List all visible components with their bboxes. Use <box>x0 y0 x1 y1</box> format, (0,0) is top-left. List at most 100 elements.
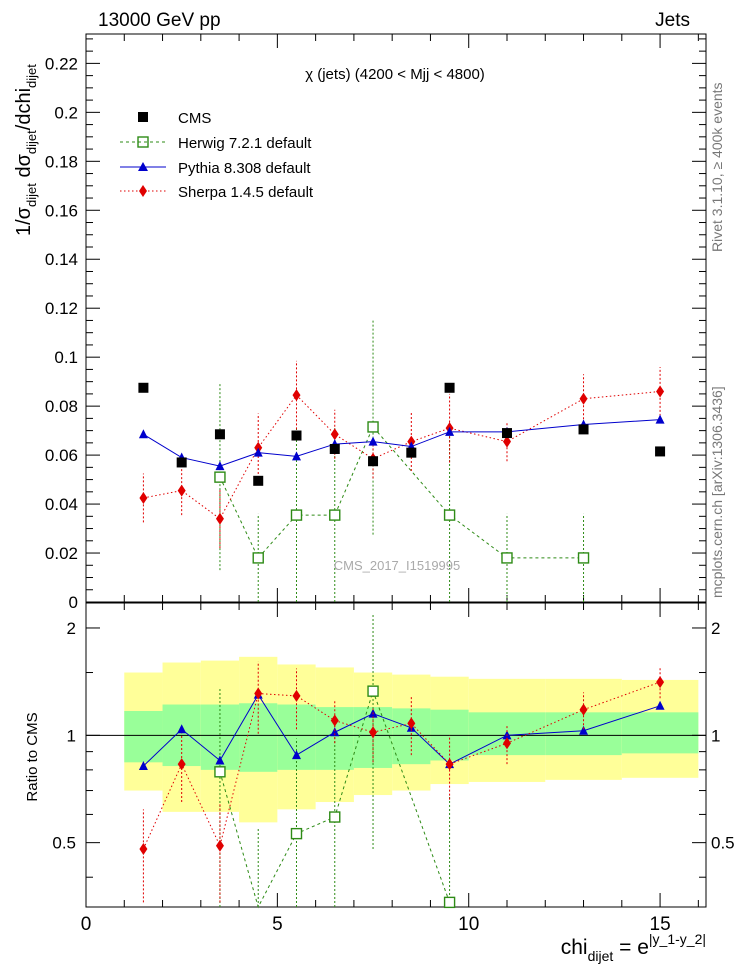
chart-title: χ (jets) (4200 < Mjj < 4800) <box>305 66 485 83</box>
legend-sherpa-symbol <box>139 185 147 197</box>
herwig-point <box>501 552 513 564</box>
herwig-ratio-point <box>329 811 341 823</box>
band-inner-bin <box>621 712 699 754</box>
header-jets: Jets <box>655 10 690 31</box>
ratio-y-tick-label: 0.5 <box>52 834 76 853</box>
pythia-point <box>291 451 301 461</box>
legend-cms-label: CMS <box>178 110 211 127</box>
x-tick-label: 5 <box>272 914 283 935</box>
pythia-ratio-point <box>215 755 225 765</box>
pythia-point <box>215 461 225 471</box>
ratio-series <box>138 614 665 909</box>
sherpa-ratio-point <box>445 758 454 771</box>
rivet-label: Rivet 3.1.10, ≥ 400k events <box>709 82 725 252</box>
pythia-point <box>138 429 148 439</box>
y-tick-label: 0.14 <box>45 250 78 269</box>
series-pythia <box>138 414 665 471</box>
cms-point <box>501 428 512 439</box>
y-tick-label: 0.12 <box>45 299 78 318</box>
pythia-ratio-point <box>330 727 340 737</box>
ratio-y-tick-label: 2 <box>67 619 76 638</box>
herwig-line <box>219 426 584 559</box>
sherpa-point <box>330 428 339 441</box>
herwig-ratio-point <box>214 766 226 778</box>
main-panel: 0 0.02 0.04 0.06 0.08 0.1 0.12 0.14 0.16 0.18 0.2 0… <box>13 33 707 612</box>
cms-point <box>176 457 187 468</box>
herwig-ratio-point <box>443 896 456 909</box>
y-tick-label: 0.1 <box>54 348 78 367</box>
watermark: CMS_2017_I1519995 <box>334 558 461 573</box>
sherpa-point <box>215 512 224 525</box>
pythia-ratio-point <box>579 725 589 735</box>
pythia-ratio-point <box>655 700 665 710</box>
pythia-point <box>253 447 263 457</box>
y-tick-label: 0.2 <box>54 103 78 122</box>
cms-point <box>329 443 340 454</box>
herwig-point <box>367 421 379 433</box>
main-axis-ticks: 0 0.02 0.04 0.06 0.08 0.1 0.12 0.14 0.16 0.18 0.2 0… <box>45 34 706 612</box>
sherpa-ratio-point <box>215 839 224 852</box>
sherpa-point <box>502 435 511 448</box>
herwig-point <box>577 552 590 564</box>
band-inner-bin <box>124 711 163 763</box>
herwig-point <box>214 471 226 483</box>
sherpa-ratio-point <box>330 714 339 727</box>
cms-point <box>406 447 417 458</box>
ratio-y-tick-label-right: 0.5 <box>711 834 735 853</box>
main-y-axis-label: 1/σdijet dσdijet/dchidijet <box>13 64 39 236</box>
y-tick-label: 0.18 <box>45 152 78 171</box>
pythia-ratio-point <box>177 724 187 734</box>
sherpa-ratio-point <box>292 689 301 702</box>
sherpa-ratio-point <box>139 842 148 855</box>
ratio-series-sherpa <box>139 661 665 903</box>
pythia-ratio-point <box>291 750 301 760</box>
cms-point <box>444 382 455 393</box>
y-tick-label: 0.04 <box>45 495 78 514</box>
band-inner-bin <box>277 704 316 770</box>
pythia-point <box>445 426 455 436</box>
y-tick-label: 0 <box>69 593 78 612</box>
main-plot-frame <box>85 33 707 603</box>
ratio-plot-frame <box>85 602 707 908</box>
legend-pythia-symbol <box>138 162 148 171</box>
sherpa-ratio-point <box>502 737 511 750</box>
ratio-y-tick-label-right: 1 <box>711 726 720 745</box>
cms-point <box>291 430 302 441</box>
sherpa-ratio-point <box>177 758 186 771</box>
legend: CMS Herwig 7.2.1 default Pythia 8.308 de… <box>120 110 314 201</box>
band-inner-bin <box>392 708 431 765</box>
herwig-ratio-line <box>219 689 451 909</box>
legend-sherpa-label: Sherpa 1.4.5 default <box>178 184 314 201</box>
sherpa-ratio-point <box>579 703 588 716</box>
cms-point <box>214 429 225 440</box>
cms-point <box>578 424 589 435</box>
ratio-y-tick-label-right: 2 <box>711 619 720 638</box>
herwig-point <box>252 552 264 564</box>
ratio-bands <box>86 656 706 823</box>
pythia-ratio-line <box>143 693 661 767</box>
y-tick-label: 0.22 <box>45 54 78 73</box>
sherpa-point <box>177 484 186 497</box>
y-tick-label: 0.02 <box>45 544 78 563</box>
pythia-point <box>655 414 665 424</box>
cms-point <box>138 382 149 393</box>
herwig-point <box>290 509 303 521</box>
series-cms <box>138 382 666 486</box>
mcplots-label: mcplots.cern.ch [arXiv:1306.3436] <box>709 386 725 598</box>
y-tick-label: 0.16 <box>45 201 78 220</box>
cms-point <box>253 475 264 486</box>
x-axis-tick-labels: 0 5 10 15 <box>81 914 671 935</box>
legend-cms-symbol <box>138 112 148 122</box>
x-tick-label: 15 <box>650 914 671 935</box>
series-sherpa <box>139 360 665 549</box>
main-series <box>138 319 666 602</box>
legend-herwig-symbol <box>137 136 149 148</box>
legend-herwig-label: Herwig 7.2.1 default <box>178 135 312 152</box>
pythia-ratio-point <box>138 761 148 771</box>
ratio-panel: 0.5 0.5 1 1 2 2 Ratio to CMS <box>24 602 735 909</box>
sherpa-point <box>292 389 301 402</box>
pythia-point <box>368 436 378 446</box>
sherpa-ratio-point <box>656 676 665 689</box>
sherpa-point <box>656 385 665 398</box>
